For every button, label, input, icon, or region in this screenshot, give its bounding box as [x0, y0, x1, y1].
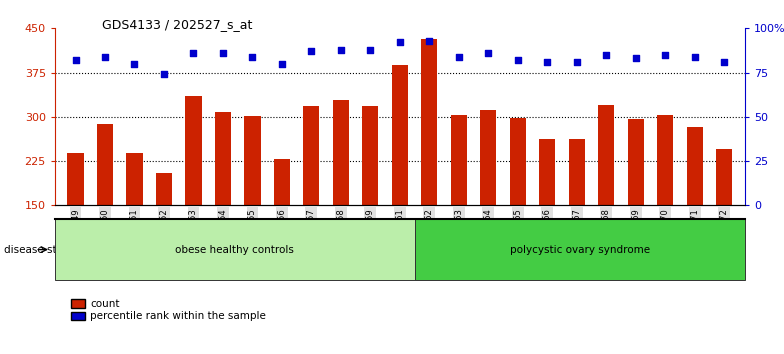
Point [335, 47, 347, 52]
Bar [245, 116, 260, 205]
Bar [451, 115, 467, 205]
Point [129, 61, 141, 67]
Point [246, 54, 259, 59]
Bar [657, 115, 673, 205]
Bar [392, 65, 408, 205]
Bar [67, 153, 84, 205]
Text: polycystic ovary syndrome: polycystic ovary syndrome [510, 245, 650, 255]
Point [688, 54, 701, 59]
Bar [362, 106, 379, 205]
Bar [539, 139, 555, 205]
Point [216, 50, 229, 56]
Point [511, 57, 524, 63]
Bar [97, 124, 113, 205]
Bar [628, 119, 644, 205]
Bar [274, 159, 290, 205]
Point [482, 50, 495, 56]
Bar [303, 106, 320, 205]
Bar [716, 149, 732, 205]
Bar [421, 39, 437, 205]
Point [364, 47, 376, 52]
Bar [510, 118, 526, 205]
Point [423, 38, 436, 44]
Point [541, 59, 554, 65]
Text: percentile rank within the sample: percentile rank within the sample [90, 311, 266, 321]
Text: count: count [90, 299, 120, 309]
Bar [480, 110, 496, 205]
Point [630, 56, 642, 61]
Point [99, 54, 111, 59]
Bar [156, 173, 172, 205]
Point [69, 57, 82, 63]
Point [305, 48, 318, 54]
Bar [332, 100, 349, 205]
Point [276, 61, 289, 67]
Point [394, 40, 406, 45]
Bar [598, 105, 615, 205]
Text: disease state: disease state [4, 245, 74, 255]
Point [571, 59, 583, 65]
Bar [185, 96, 201, 205]
Bar [568, 139, 585, 205]
Point [718, 59, 731, 65]
Point [452, 54, 465, 59]
Bar [687, 127, 702, 205]
Point [158, 72, 170, 77]
Bar [215, 112, 231, 205]
Bar [126, 153, 143, 205]
Text: GDS4133 / 202527_s_at: GDS4133 / 202527_s_at [102, 18, 252, 31]
Point [187, 50, 200, 56]
Text: obese healthy controls: obese healthy controls [176, 245, 294, 255]
Point [659, 52, 671, 58]
Point [600, 52, 612, 58]
